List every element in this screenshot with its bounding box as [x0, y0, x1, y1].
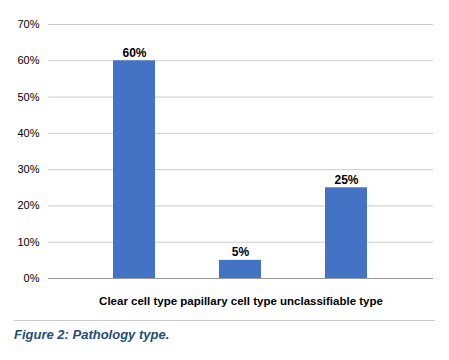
svg-text:25%: 25% [334, 173, 358, 187]
html-text:Figure 2: Pathology type.: Figure 2: Pathology type. [14, 327, 170, 342]
svg-text:30%: 30% [17, 163, 39, 175]
svg-text:20%: 20% [17, 199, 39, 211]
svg-text:Clear cell type papillary cell: Clear cell type papillary cell type uncl… [99, 295, 383, 307]
svg-text:10%: 10% [17, 236, 39, 248]
svg-text:0%: 0% [24, 272, 40, 284]
svg-text:40%: 40% [17, 127, 39, 139]
svg-text:50%: 50% [17, 91, 39, 103]
svg-text:70%: 70% [17, 18, 39, 30]
svg-text:60%: 60% [122, 46, 146, 60]
svg-text:60%: 60% [17, 54, 39, 66]
svg-text:5%: 5% [232, 245, 250, 259]
